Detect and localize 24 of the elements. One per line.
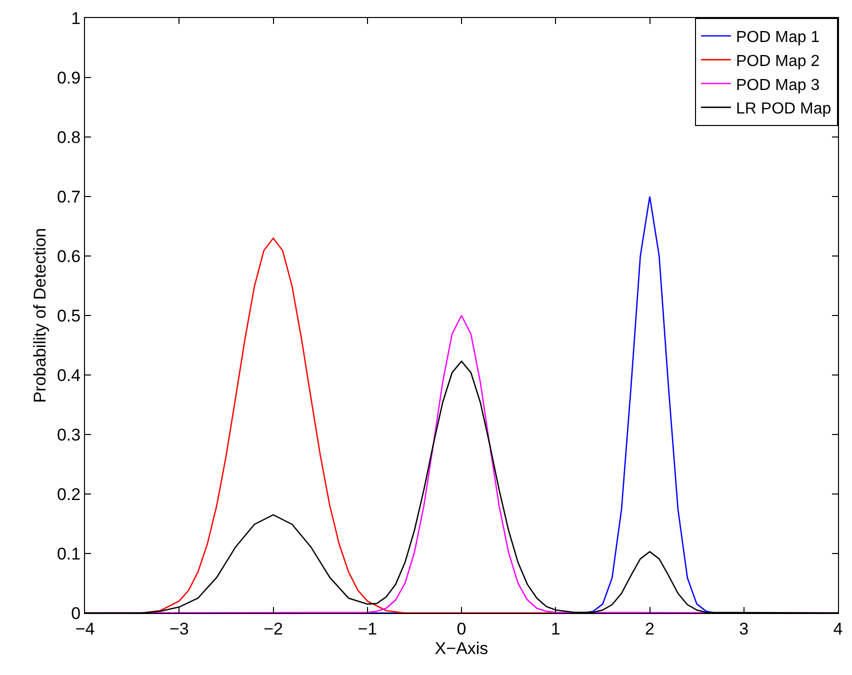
x-tick-label: 0 bbox=[456, 619, 466, 638]
y-tick-label: 0.6 bbox=[56, 246, 81, 266]
x-tick-label: −1 bbox=[358, 619, 378, 638]
x-tick-label: −2 bbox=[264, 619, 283, 638]
y-tick-label: 0.8 bbox=[56, 128, 81, 147]
x-tick-label: 1 bbox=[550, 619, 560, 638]
y-tick-label: 0.1 bbox=[56, 544, 81, 564]
y-tick-label: 0.2 bbox=[56, 484, 81, 504]
y-tick-label: 0.9 bbox=[56, 68, 81, 88]
legend-label: LR POD Map bbox=[736, 100, 832, 118]
y-tick-label: 1 bbox=[71, 8, 81, 28]
y-tick-label: 0.3 bbox=[56, 425, 81, 444]
x-tick-label: 3 bbox=[739, 619, 749, 638]
legend-label: POD Map 3 bbox=[736, 76, 820, 94]
x-tick-label: −3 bbox=[169, 619, 189, 638]
legend-label: POD Map 1 bbox=[736, 29, 820, 46]
x-tick-label: 4 bbox=[833, 619, 843, 638]
y-tick-label: 0.4 bbox=[56, 366, 81, 385]
y-tick-label: 0.5 bbox=[56, 306, 81, 326]
y-tick-label: 0.7 bbox=[56, 187, 81, 206]
x-axis-title: X−Axis bbox=[434, 638, 488, 658]
x-tick-label: 2 bbox=[645, 619, 654, 638]
y-axis-title: Probability of Detection bbox=[30, 228, 50, 403]
legend-label: POD Map 2 bbox=[736, 52, 820, 70]
